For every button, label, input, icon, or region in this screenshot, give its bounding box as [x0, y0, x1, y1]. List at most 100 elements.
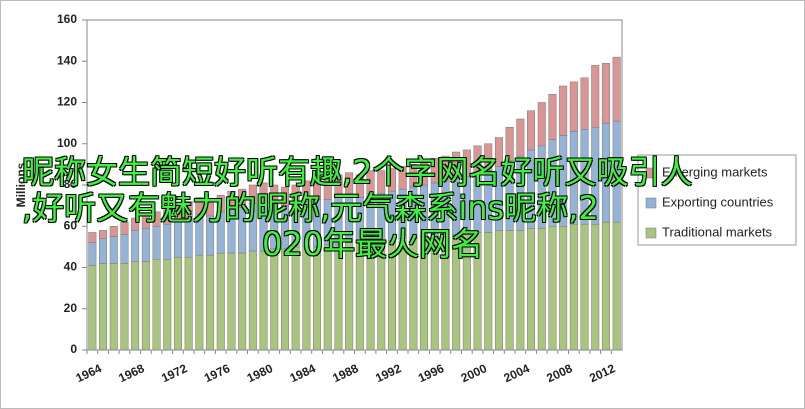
y-tick-label: 100: [57, 136, 77, 150]
bar-segment: [420, 160, 429, 186]
bar-segment: [120, 263, 129, 351]
bar-segment: [484, 143, 493, 171]
bar-segment: [537, 228, 546, 351]
bar-segment: [131, 230, 140, 262]
y-tick-label: 40: [64, 260, 78, 274]
y-tick-label: 0: [70, 342, 77, 356]
bar-segment: [152, 211, 161, 227]
bar-segment: [559, 85, 568, 136]
bar-segment: [173, 205, 182, 221]
bar-segment: [280, 186, 289, 206]
bar-segment: [120, 221, 129, 235]
bar-segment: [109, 226, 118, 237]
bar-segment: [398, 166, 407, 190]
bar-segment: [163, 259, 172, 351]
bar-segment: [494, 137, 503, 167]
bar-segment: [601, 221, 610, 351]
bar-segment: [313, 176, 322, 200]
bar-segment: [462, 149, 471, 177]
bar-segment: [580, 77, 589, 130]
bar-segment: [430, 157, 439, 184]
bar-segment: [323, 178, 332, 200]
bar-segment: [345, 172, 354, 196]
bar-segment: [527, 228, 536, 351]
bar-segment: [559, 226, 568, 351]
bar-segment: [409, 164, 418, 188]
bar-segment: [99, 263, 108, 351]
bar-segment: [591, 65, 600, 128]
bar-segment: [88, 265, 97, 351]
y-tick-label: 120: [57, 95, 77, 109]
bar-segment: [173, 256, 182, 351]
bar-segment: [131, 261, 140, 351]
bar-segment: [141, 228, 150, 262]
bar-segment: [99, 230, 108, 239]
bar-segment: [516, 230, 525, 351]
bar-segment: [494, 230, 503, 351]
bar-segment: [120, 234, 129, 264]
bar-segment: [216, 195, 225, 213]
bar-segment: [206, 199, 215, 217]
bar-segment: [238, 188, 247, 208]
bar-segment: [291, 184, 300, 204]
bar-segment: [88, 232, 97, 243]
bar-segment: [248, 250, 257, 351]
y-tick-label: 80: [64, 177, 78, 191]
bar-segment: [473, 145, 482, 173]
bar-segment: [612, 221, 621, 351]
bar-segment: [88, 242, 97, 266]
bar-segment: [591, 223, 600, 351]
bar-segment: [366, 170, 375, 194]
bar-segment: [516, 118, 525, 157]
bar-segment: [184, 256, 193, 351]
legend-label: Exporting countries: [662, 194, 774, 209]
overlay-text: 昵称女生简短好听有趣,2个字网名好听又吸引人: [22, 153, 693, 191]
bar-segment: [131, 217, 140, 231]
bar-segment: [163, 209, 172, 225]
bar-segment: [216, 252, 225, 351]
bar-segment: [270, 248, 279, 351]
bar-segment: [99, 238, 108, 264]
y-tick-label: 20: [64, 301, 78, 315]
bar-segment: [270, 184, 279, 204]
bar-segment: [280, 248, 289, 351]
bar-segment: [484, 232, 493, 351]
bar-segment: [141, 261, 150, 351]
bar-segment: [548, 94, 557, 140]
bar-segment: [184, 201, 193, 219]
bar-segment: [141, 213, 150, 229]
bar-segment: [206, 254, 215, 351]
legend-box: [637, 154, 797, 246]
legend-swatch: [645, 167, 657, 179]
bar-segment: [569, 81, 578, 132]
legend-swatch: [645, 227, 657, 239]
legend-label: Traditional markets: [662, 224, 773, 239]
bar-segment: [248, 184, 257, 204]
y-tick-label: 140: [57, 53, 77, 67]
bar-segment: [505, 230, 514, 351]
bar-segment: [259, 182, 268, 204]
bar-segment: [334, 174, 343, 198]
bar-segment: [377, 170, 386, 194]
overlay-text: 020年最火网名: [262, 225, 484, 263]
bar-segment: [601, 63, 610, 124]
bar-segment: [163, 223, 172, 260]
bar-segment: [152, 226, 161, 260]
bar-segment: [527, 110, 536, 151]
bar-segment: [302, 180, 311, 202]
bar-segment: [612, 56, 621, 122]
overlay-text: ,好听又有魅力的昵称,元气森系ins昵称,2: [22, 189, 599, 227]
bar-segment: [109, 263, 118, 351]
bar-segment: [387, 168, 396, 192]
bar-segment: [537, 102, 546, 147]
y-tick-label: 60: [64, 218, 78, 232]
y-axis-label: Millions: [14, 162, 28, 207]
bar-segment: [569, 223, 578, 351]
bar-segment: [548, 226, 557, 351]
legend-swatch: [645, 197, 657, 209]
bar-segment: [505, 127, 514, 161]
bar-segment: [441, 155, 450, 182]
bar-segment: [259, 250, 268, 351]
